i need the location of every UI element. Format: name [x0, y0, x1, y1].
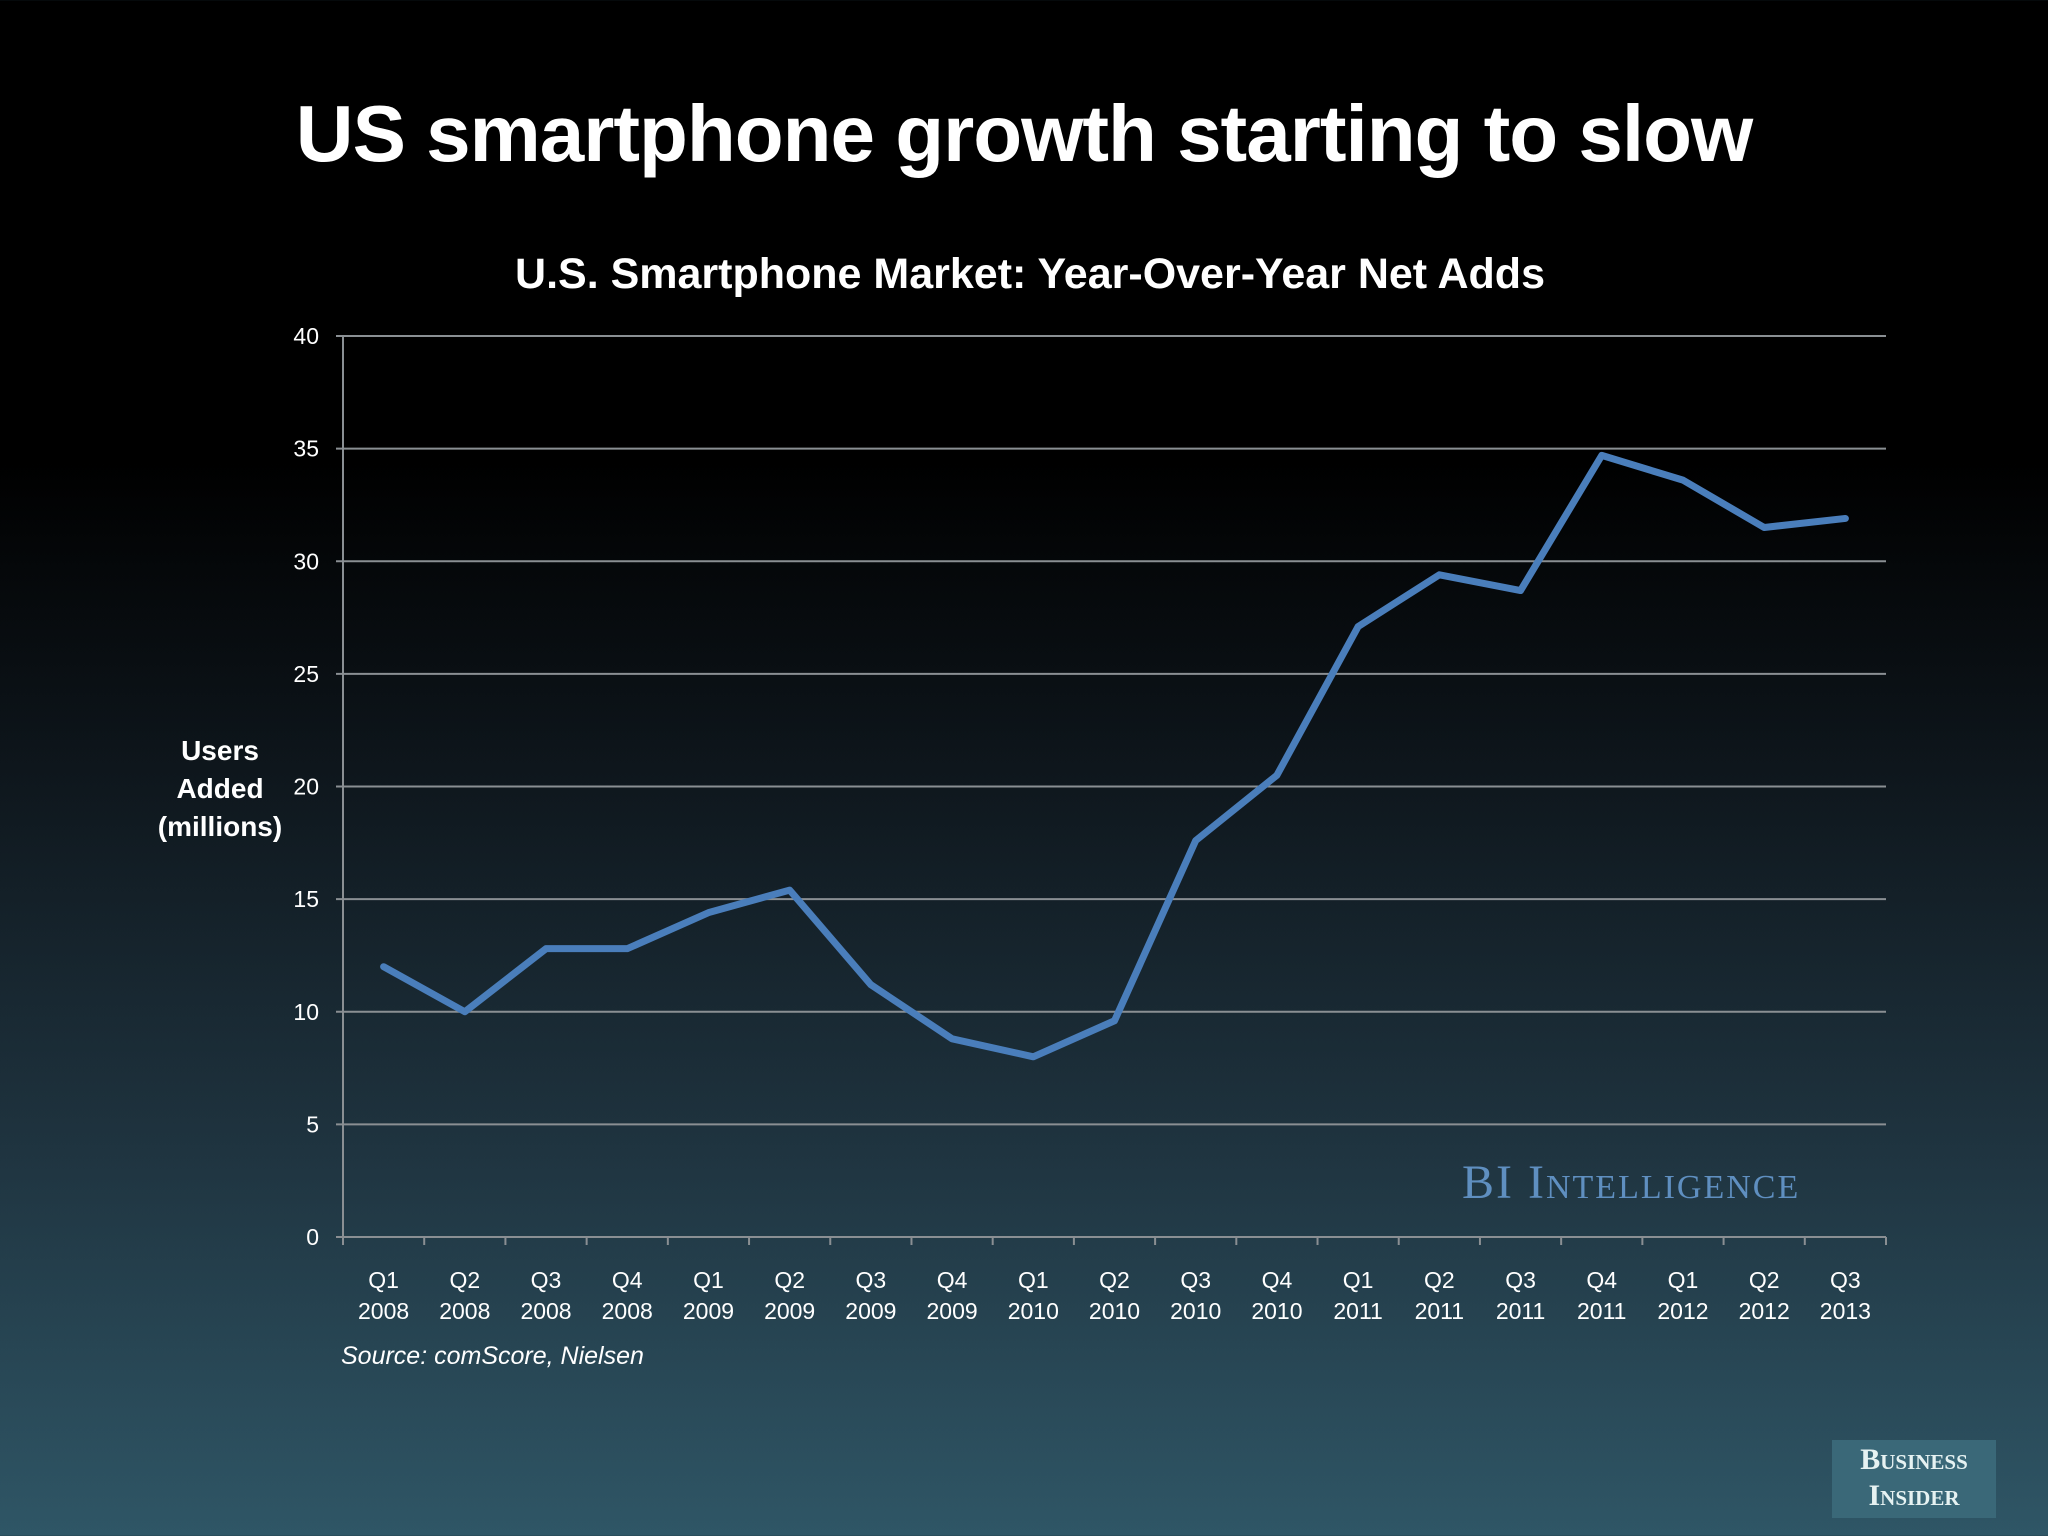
x-tick-label: Q4 — [612, 1267, 643, 1293]
y-tick-label: 15 — [293, 886, 319, 912]
x-tick-label-year: 2011 — [1496, 1298, 1545, 1324]
x-tick-label: Q1 — [1018, 1267, 1049, 1293]
x-tick-label: Q1 — [1668, 1267, 1699, 1293]
x-tick-label-year: 2011 — [1333, 1298, 1382, 1324]
x-tick-label-year: 2010 — [1089, 1298, 1140, 1324]
x-tick-label: Q1 — [1343, 1267, 1374, 1293]
x-tick-label-year: 2009 — [683, 1298, 734, 1324]
x-tick-label: Q3 — [531, 1267, 562, 1293]
business-insider-logo: Business Insider — [1832, 1440, 1996, 1518]
y-tick-label: 35 — [293, 436, 319, 462]
y-tick-label: 25 — [293, 661, 319, 687]
y-tick-label: 30 — [293, 548, 319, 574]
y-tick-label: 20 — [293, 774, 319, 800]
x-tick-label-year: 2009 — [764, 1298, 815, 1324]
x-tick-label: Q2 — [1424, 1267, 1455, 1293]
bi-intelligence-watermark: BI Intelligence — [1462, 1156, 1801, 1209]
series-line — [380, 451, 1849, 1061]
x-tick-label-year: 2010 — [1008, 1298, 1059, 1324]
x-tick-label: Q3 — [1830, 1267, 1861, 1293]
x-tick-label: Q3 — [1505, 1267, 1536, 1293]
x-tick-label-year: 2012 — [1657, 1298, 1708, 1324]
y-axis-label-line: Added — [176, 773, 264, 804]
x-tick-label-year: 2009 — [845, 1298, 896, 1324]
y-axis-label: Users Added (millions) — [140, 732, 300, 846]
x-tick-label: Q2 — [774, 1267, 805, 1293]
source-note: Source: comScore, Nielsen — [341, 1342, 644, 1370]
logo-line: Business — [1860, 1443, 1968, 1476]
x-tick-label-year: 2008 — [439, 1298, 490, 1324]
x-tick-label: Q1 — [693, 1267, 724, 1293]
x-tick-label: Q2 — [449, 1267, 480, 1293]
logo-line: Insider — [1868, 1479, 1960, 1512]
x-tick-label-year: 2013 — [1820, 1298, 1871, 1324]
x-tick-label-year: 2010 — [1170, 1298, 1221, 1324]
x-tick-label: Q2 — [1099, 1267, 1130, 1293]
x-tick-label-year: 2009 — [926, 1298, 977, 1324]
page-title: US smartphone growth starting to slow — [295, 89, 1753, 178]
x-tick-label-year: 2008 — [520, 1298, 571, 1324]
x-tick-label: Q3 — [856, 1267, 887, 1293]
x-tick-label-year: 2011 — [1577, 1298, 1626, 1324]
chart-title: U.S. Smartphone Market: Year-Over-Year N… — [515, 250, 1545, 298]
x-tick-label-year: 2010 — [1251, 1298, 1302, 1324]
y-tick-label: 40 — [293, 323, 319, 349]
x-tick-label-year: 2008 — [602, 1298, 653, 1324]
x-tick-label: Q4 — [1262, 1267, 1293, 1293]
y-axis-label-line: Users — [181, 735, 259, 766]
x-tick-label: Q4 — [1586, 1267, 1617, 1293]
y-tick-label: 5 — [306, 1111, 319, 1137]
y-axis-label-line: (millions) — [157, 811, 283, 842]
y-tick-label: 0 — [306, 1224, 319, 1250]
y-tick-label: 10 — [293, 999, 319, 1025]
x-tick-label-year: 2012 — [1739, 1298, 1790, 1324]
x-tick-label-year: 2011 — [1415, 1298, 1464, 1324]
x-tick-label: Q4 — [937, 1267, 968, 1293]
x-tick-label: Q3 — [1180, 1267, 1211, 1293]
x-tick-label: Q1 — [368, 1267, 399, 1293]
x-tick-label: Q2 — [1749, 1267, 1780, 1293]
x-tick-label-year: 2008 — [358, 1298, 409, 1324]
